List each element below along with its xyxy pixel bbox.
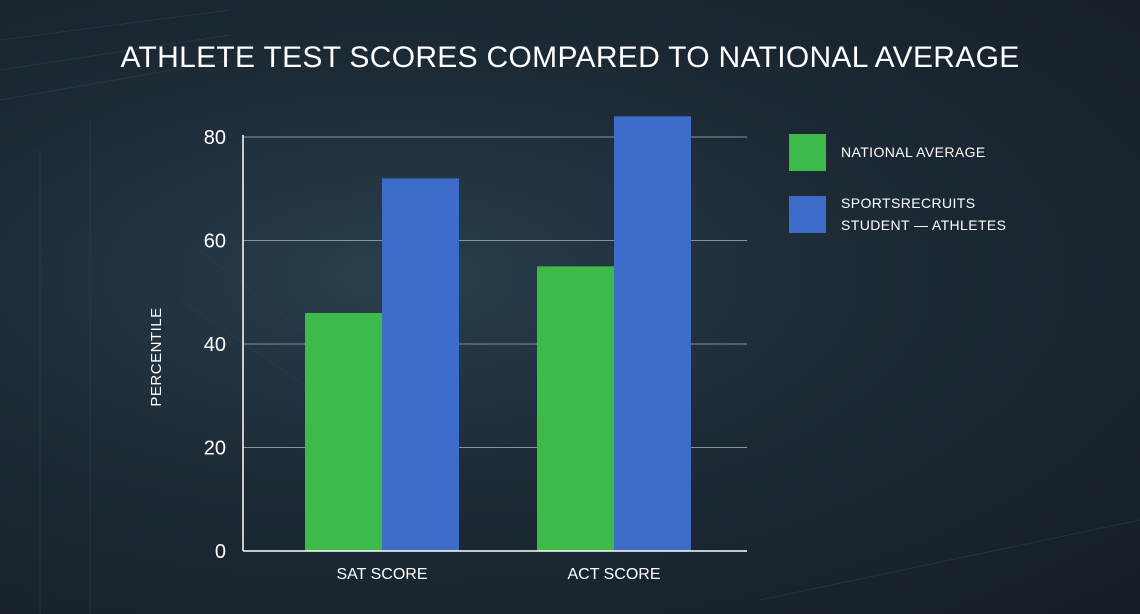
y-axis-label: PERCENTILE: [148, 307, 165, 406]
legend-label-sportsrecruits: SPORTSRECRUITS STUDENT — ATHLETES: [841, 195, 1006, 233]
legend-label-national-average: NATIONAL AVERAGE: [841, 144, 986, 160]
y-tick-label-80: 80: [204, 127, 226, 149]
legend-swatch-sportsrecruits: [789, 196, 826, 233]
bars: [305, 116, 691, 552]
y-tick-label-20: 20: [204, 438, 226, 460]
chart-title: ATHLETE TEST SCORES COMPARED TO NATIONAL…: [120, 41, 1019, 74]
bar-act-score-series-0: [537, 266, 614, 551]
bar-act-score-series-1: [614, 116, 691, 552]
x-axis-categories: SAT SCORE ACT SCORE: [337, 566, 661, 583]
x-category-label-1: ACT SCORE: [567, 566, 660, 583]
y-tick-label-0: 0: [215, 541, 226, 563]
y-tick-label-40: 40: [204, 334, 226, 356]
legend: NATIONAL AVERAGE SPORTSRECRUITS STUDENT …: [789, 134, 1006, 233]
legend-label-sportsrecruits-line2: STUDENT — ATHLETES: [841, 217, 1006, 233]
bar-sat-score-series-1: [382, 178, 459, 551]
x-category-label-0: SAT SCORE: [337, 566, 428, 583]
y-axis-ticks: 0 20 40 60 80: [204, 127, 226, 563]
legend-label-sportsrecruits-line1: SPORTSRECRUITS: [841, 195, 975, 211]
legend-swatch-national-average: [789, 134, 826, 171]
bar-sat-score-series-0: [305, 312, 382, 551]
y-tick-label-60: 60: [204, 231, 226, 253]
